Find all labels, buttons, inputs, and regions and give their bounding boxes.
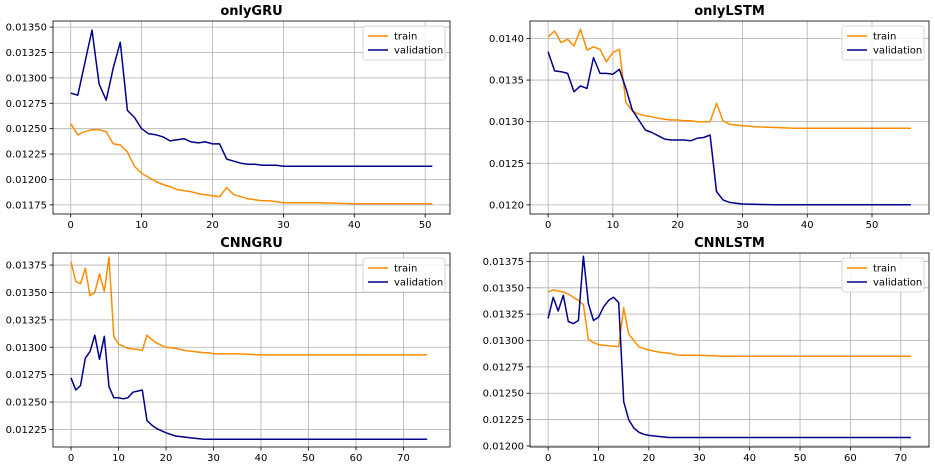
legend-box <box>841 25 925 61</box>
x-tick-label: 60 <box>350 453 363 464</box>
chart-title: onlyLSTM <box>694 4 765 19</box>
y-tick-label: 0.01325 <box>6 315 47 326</box>
x-tick-label: 30 <box>693 453 706 464</box>
x-tick-label: 20 <box>643 453 656 464</box>
legend-label-validation: validation <box>394 278 443 289</box>
legend-label-train: train <box>873 32 896 43</box>
y-tick-label: 0.01225 <box>483 415 524 426</box>
y-tick-label: 0.01225 <box>6 150 47 161</box>
x-tick-label: 70 <box>397 453 410 464</box>
chart-title: CNNGRU <box>220 236 283 251</box>
y-tick-label: 0.0140 <box>489 34 524 45</box>
x-tick-label: 50 <box>866 220 879 231</box>
series-line-validation <box>547 51 911 206</box>
x-tick-label: 10 <box>135 220 148 231</box>
axes-frame <box>52 252 451 448</box>
y-tick-label: 0.01300 <box>6 73 47 84</box>
x-tick-label: 20 <box>160 453 173 464</box>
x-tick-label: 0 <box>545 220 551 231</box>
y-tick-label: 0.01225 <box>6 425 47 436</box>
x-tick-label: 0 <box>68 220 74 231</box>
series-line-train <box>70 123 433 205</box>
legend: train validation <box>362 25 446 61</box>
x-tick-label: 50 <box>419 220 432 231</box>
y-tick-label: 0.01275 <box>6 370 47 381</box>
x-tick-label: 50 <box>302 453 315 464</box>
legend: train validation <box>841 25 925 61</box>
x-tick-label: 0 <box>545 453 551 464</box>
legend-label-train: train <box>394 32 417 43</box>
x-tick-label: 40 <box>743 453 756 464</box>
x-tick-label: 40 <box>801 220 814 231</box>
chart-panel-0: onlyGRU 0 10 20 30 40 50 0.01175 0.01200 0.01225 0… <box>6 4 451 231</box>
y-tick-label: 0.01325 <box>6 48 47 59</box>
series-line-train <box>70 256 428 356</box>
y-tick-label: 0.01350 <box>6 23 47 34</box>
y-tick-label: 0.01375 <box>483 257 524 268</box>
series-line-validation <box>70 29 433 168</box>
y-tick-label: 0.01200 <box>483 441 524 452</box>
y-tick-label: 0.01200 <box>6 175 47 186</box>
x-tick-label: 30 <box>736 220 749 231</box>
y-tick-label: 0.01275 <box>6 99 47 110</box>
y-tick-label: 0.01350 <box>483 283 524 294</box>
y-tick-label: 0.01175 <box>6 200 47 211</box>
axes-frame <box>52 20 451 215</box>
series-line-train <box>547 28 911 130</box>
y-tick-label: 0.01275 <box>483 362 524 373</box>
legend-box <box>362 25 446 61</box>
chart-panel-2: CNNGRU 0 10 20 30 40 50 60 70 0.01225 0.01250 0.012… <box>6 236 451 464</box>
y-tick-label: 0.0120 <box>489 200 524 211</box>
series-line-validation <box>70 334 428 441</box>
legend: train validation <box>841 257 925 293</box>
y-tick-label: 0.01325 <box>483 310 524 321</box>
x-tick-label: 20 <box>671 220 684 231</box>
y-tick-label: 0.0125 <box>489 159 524 170</box>
y-tick-label: 0.01250 <box>6 398 47 409</box>
chart-title: CNNLSTM <box>694 236 765 251</box>
x-tick-label: 10 <box>592 453 605 464</box>
x-tick-label: 10 <box>112 453 125 464</box>
x-tick-label: 70 <box>894 453 907 464</box>
legend-label-validation: validation <box>873 278 922 289</box>
y-tick-label: 0.0135 <box>489 76 524 87</box>
series-line-train <box>547 289 911 358</box>
series-line-validation <box>547 255 911 439</box>
legend-label-train: train <box>394 264 417 275</box>
x-tick-label: 40 <box>348 220 361 231</box>
y-tick-label: 0.01375 <box>6 261 47 272</box>
y-tick-label: 0.01250 <box>483 389 524 400</box>
y-tick-label: 0.01300 <box>6 343 47 354</box>
x-tick-label: 0 <box>68 453 74 464</box>
x-tick-label: 60 <box>844 453 857 464</box>
chart-title: onlyGRU <box>220 4 282 19</box>
legend-label-validation: validation <box>394 46 443 57</box>
legend: train validation <box>362 257 446 293</box>
legend-box <box>841 257 925 293</box>
y-tick-label: 0.01250 <box>6 124 47 135</box>
axes-frame <box>529 20 930 215</box>
x-tick-label: 20 <box>206 220 219 231</box>
axes-frame <box>529 252 930 448</box>
legend-box <box>362 257 446 293</box>
legend-label-train: train <box>873 264 896 275</box>
x-tick-label: 10 <box>607 220 620 231</box>
chart-panel-3: CNNLSTM 0 10 20 30 40 50 60 70 0.01200 0.01225 0.01… <box>483 236 930 464</box>
x-tick-label: 30 <box>207 453 220 464</box>
x-tick-label: 30 <box>277 220 290 231</box>
x-tick-label: 40 <box>255 453 268 464</box>
legend-label-validation: validation <box>873 46 922 57</box>
y-tick-label: 0.01300 <box>483 336 524 347</box>
y-tick-label: 0.0130 <box>489 117 524 128</box>
chart-panel-1: onlyLSTM 0 10 20 30 40 50 0.0120 0.0125 0.0130 0.0… <box>489 4 930 231</box>
y-tick-label: 0.01350 <box>6 288 47 299</box>
x-tick-label: 50 <box>794 453 807 464</box>
